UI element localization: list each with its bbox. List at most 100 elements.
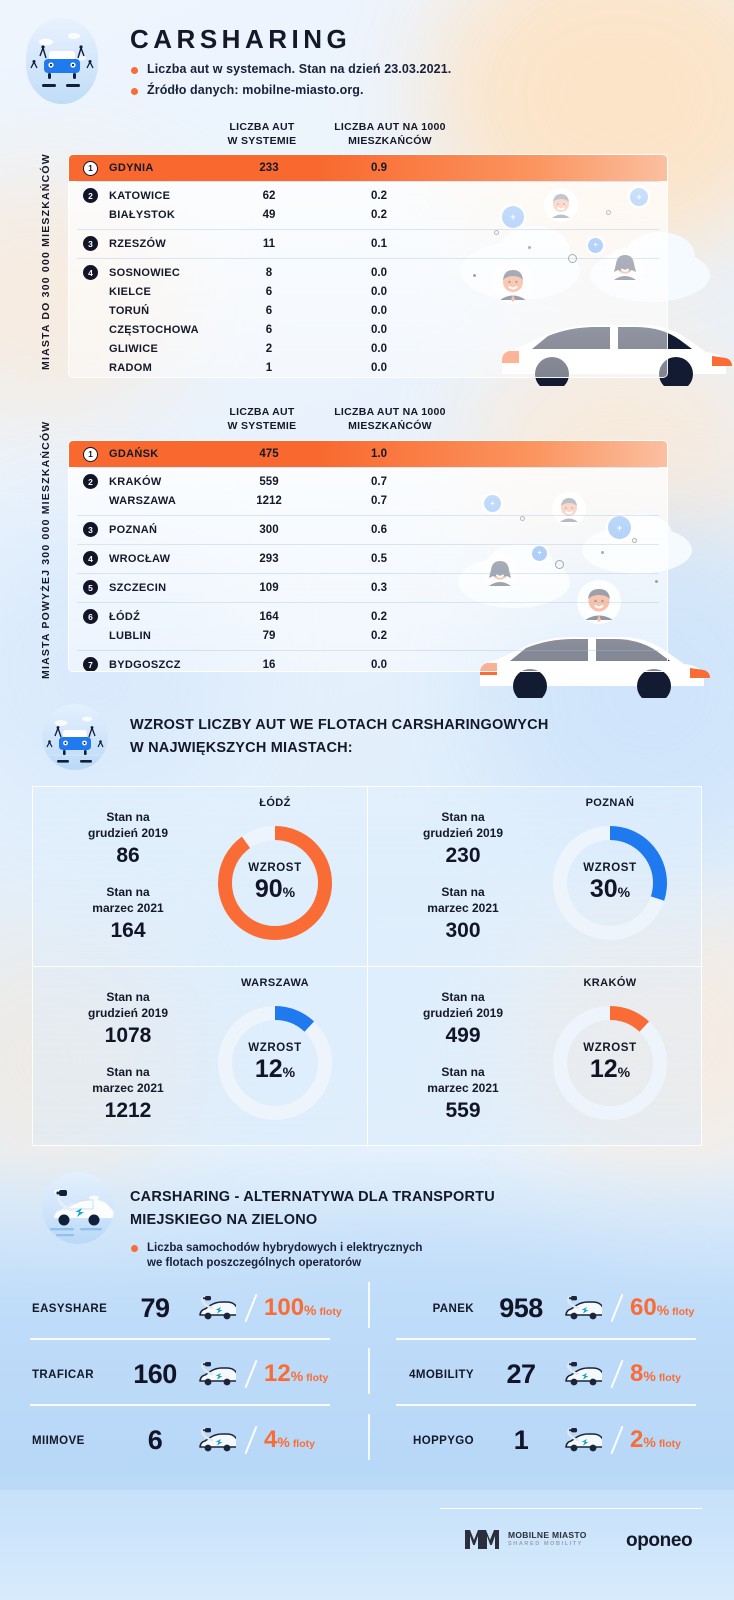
to-value: 559 (445, 1099, 481, 1122)
cars-in-system-value: 6 (265, 323, 273, 336)
cars-per-1000-value: 0.0 (371, 266, 387, 279)
cars-per-1000-value: 0.1 (371, 237, 387, 250)
rank-badge: 5 (83, 580, 98, 595)
operator-row: HOPPYGO 1 2% floty (390, 1408, 734, 1472)
growth-card-city: WARSZAWA (241, 977, 309, 989)
rank-badge: 3 (83, 236, 98, 251)
operator-row: EASYSHARE 79 100% floty (24, 1276, 369, 1340)
cars-per-1000-value: 0.0 (371, 285, 387, 298)
growth-card-city: POZNAŃ (585, 797, 635, 809)
operator-count: 79 (140, 1292, 170, 1323)
operator-row: PANEK 958 60% floty (390, 1276, 734, 1340)
cars-in-system-value: 475 (259, 448, 279, 460)
from-label: Stan na grudzień 2019 (87, 810, 169, 840)
growth-card: Stan na grudzień 2019 230 Stan na marzec 2… (368, 787, 703, 967)
card-divider (367, 967, 368, 1147)
growth-section-title: WZROST LICZBY AUT WE FLOTACH CARSHARINGO… (130, 717, 549, 756)
cars-per-1000-value: 0.0 (371, 361, 387, 374)
growth-donut-chart (546, 999, 674, 1127)
table-row: RADOM 1 0.0 (69, 358, 667, 377)
operator-percent: 2% (630, 1426, 656, 1453)
slash-divider (244, 1425, 258, 1455)
table-large: 1 GDAŃSK 475 1.0 2 KRAKÓW 559 0.7 WARSZA… (68, 440, 668, 672)
table-group: 4 SOSNOWIEC 8 0.0 KIELCE 6 0.0 TORUŃ 6 0… (69, 258, 667, 377)
from-value: 1078 (104, 1024, 152, 1047)
city-name: KIELCE (109, 285, 152, 298)
electric-car-icon (199, 1295, 236, 1320)
electric-car-icon (560, 1361, 604, 1387)
from-value: 86 (116, 844, 140, 867)
page-title: CARSHARING (130, 24, 352, 54)
wzrost-label: WZROST (248, 1042, 302, 1054)
table-row: LUBLIN 79 0.2 (69, 626, 667, 645)
operators-section: EASYSHARE 79 100% floty PANEK 958 (0, 1272, 734, 1482)
city-name: GLIWICE (109, 342, 159, 355)
electric-car-icon (565, 1295, 602, 1320)
operator-name: TRAFICAR (32, 1369, 94, 1381)
bullet-dot-icon (131, 67, 138, 74)
table-row: 6 ŁÓDŹ 164 0.2 (69, 607, 667, 626)
header-bullet-text: Liczba aut w systemach. Stan na dzień 23… (147, 62, 452, 76)
table-small: 1 GDYNIA 233 0.9 2 KATOWICE 62 0.2 BIAŁY… (68, 154, 668, 378)
growth-card: Stan na grudzień 2019 1078 Stan na marzec … (33, 967, 368, 1147)
table-group: 2 KATOWICE 62 0.2 BIAŁYSTOK 49 0.2 (69, 181, 667, 229)
table-group: 4 WROCŁAW 293 0.5 (69, 544, 667, 573)
operator-count: 27 (506, 1358, 536, 1389)
cars-in-system-value: 6 (265, 304, 273, 317)
mm-mark-icon (464, 1528, 500, 1550)
operator-percent: 8% (630, 1360, 656, 1387)
cars-in-system-value: 233 (259, 162, 279, 174)
slash-divider (610, 1359, 624, 1389)
growth-percent: 90% (254, 875, 296, 903)
city-name: WARSZAWA (109, 494, 177, 507)
growth-card-values: Stan na grudzień 2019 86 Stan na marzec 20… (53, 809, 203, 943)
city-name: RADOM (109, 361, 153, 374)
operator-count: 160 (133, 1358, 177, 1389)
cars-in-system-value: 164 (259, 610, 279, 623)
city-name: BYDGOSZCZ (109, 658, 181, 671)
growth-card: Stan na grudzień 2019 499 Stan na marzec 2… (368, 967, 703, 1147)
operator-divider (396, 1338, 696, 1340)
electric-car-icon (565, 1427, 602, 1452)
mm-name: MOBILNE MIASTO (508, 1530, 587, 1540)
table-row: GLIWICE 2 0.0 (69, 339, 667, 358)
cars-in-system-value: 11 (262, 237, 276, 250)
to-label: Stan na marzec 2021 (92, 1065, 164, 1095)
city-name: RZESZÓW (109, 237, 167, 250)
rank-badge: 1 (83, 160, 98, 176)
list-item: Liczba aut w systemach. Stan na dzień 23… (131, 62, 451, 76)
electric-car-icon (560, 1295, 604, 1321)
electric-car-icon (194, 1427, 238, 1453)
operator-name: EASYSHARE (32, 1303, 108, 1315)
table-row: TORUŃ 6 0.0 (69, 301, 667, 320)
rank-badge: 4 (83, 265, 98, 280)
table-row: 7 BYDGOSZCZ 16 0.0 (69, 655, 667, 671)
table-large-col2-header: LICZBA AUT NA 1000 MIESZKAŃCÓW (334, 406, 446, 432)
operator-row: MIIMOVE 6 4% floty (24, 1408, 369, 1472)
cars-in-system-value: 1 (265, 361, 273, 374)
footer-divider (440, 1508, 702, 1509)
card-divider (367, 787, 368, 967)
to-value: 1212 (104, 1099, 152, 1122)
cars-per-1000-value: 0.7 (371, 475, 387, 488)
city-name: KATOWICE (109, 189, 171, 202)
city-name: SZCZECIN (109, 581, 167, 594)
cars-in-system-value: 49 (262, 208, 276, 221)
table-group: 3 POZNAŃ 300 0.6 (69, 515, 667, 544)
cars-per-1000-value: 0.3 (371, 581, 387, 594)
table-row: 3 POZNAŃ 300 0.6 (69, 520, 667, 539)
from-label: Stan na grudzień 2019 (87, 990, 169, 1020)
to-label: Stan na marzec 2021 (427, 885, 499, 915)
rank-badge: 7 (83, 657, 98, 671)
operator-name: PANEK (432, 1303, 474, 1315)
operator-divider (368, 1348, 370, 1394)
city-name: KRAKÓW (109, 475, 162, 488)
electric-car-icon (194, 1295, 238, 1321)
table-row: 4 SOSNOWIEC 8 0.0 (69, 263, 667, 282)
cars-per-1000-value: 0.5 (371, 552, 387, 565)
electric-car-icon (194, 1361, 238, 1387)
cars-per-1000-value: 0.2 (371, 189, 387, 202)
operator-floty-label: floty (672, 1306, 695, 1318)
bullet-dot-icon (131, 88, 138, 95)
operator-floty-label: floty (319, 1306, 342, 1318)
